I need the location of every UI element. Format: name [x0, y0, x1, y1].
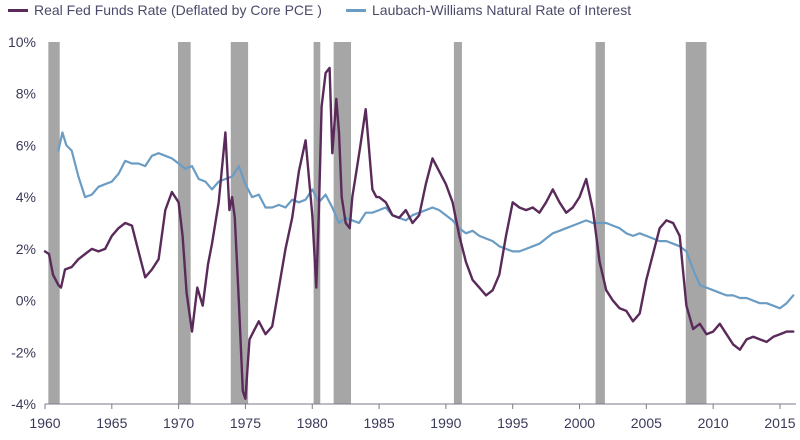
- legend-swatch-real-fed-funds: [8, 8, 28, 12]
- x-tick-label-8: 2000: [564, 415, 595, 431]
- recession-band-0: [48, 42, 60, 404]
- x-tick-label-2: 1970: [163, 415, 194, 431]
- x-tick-label-5: 1985: [363, 415, 394, 431]
- x-tick-label-6: 1990: [430, 415, 461, 431]
- x-tick-label-10: 2010: [698, 415, 729, 431]
- recession-band-3: [313, 42, 321, 404]
- y-tick-label-3: 2%: [16, 241, 36, 257]
- y-tick-label-2: 0%: [16, 293, 36, 309]
- x-tick-label-3: 1975: [230, 415, 261, 431]
- legend-label-natural-rate: Laubach-Williams Natural Rate of Interes…: [372, 2, 632, 18]
- legend-swatch-natural-rate: [346, 8, 366, 12]
- x-tick-label-7: 1995: [497, 415, 528, 431]
- recession-band-2: [230, 42, 249, 404]
- legend-label-real-fed-funds: Real Fed Funds Rate (Deflated by Core PC…: [34, 2, 322, 18]
- recession-band-1: [177, 42, 191, 404]
- x-tick-label-0: 1960: [29, 415, 60, 431]
- series-line-natural-rate: [57, 131, 795, 310]
- x-tick-label-1: 1965: [96, 415, 127, 431]
- legend: Real Fed Funds Rate (Deflated by Core PC…: [0, 2, 800, 22]
- y-tick-label-1: -2%: [11, 344, 36, 360]
- y-tick-label-7: 10%: [8, 34, 36, 50]
- y-tick-label-5: 6%: [16, 137, 36, 153]
- y-tick-label-6: 8%: [16, 86, 36, 102]
- legend-item-natural-rate: Laubach-Williams Natural Rate of Interes…: [346, 2, 631, 18]
- series-line-real-fed-funds: [43, 66, 795, 400]
- recession-band-7: [685, 42, 707, 404]
- x-tick-label-9: 2005: [631, 415, 662, 431]
- y-tick-label-4: 4%: [16, 189, 36, 205]
- x-tick-label-11: 2015: [764, 415, 795, 431]
- x-tick-label-4: 1980: [297, 415, 328, 431]
- y-tick-label-0: -4%: [11, 396, 36, 412]
- recession-band-4: [333, 42, 352, 404]
- legend-item-real-fed-funds: Real Fed Funds Rate (Deflated by Core PC…: [8, 2, 322, 18]
